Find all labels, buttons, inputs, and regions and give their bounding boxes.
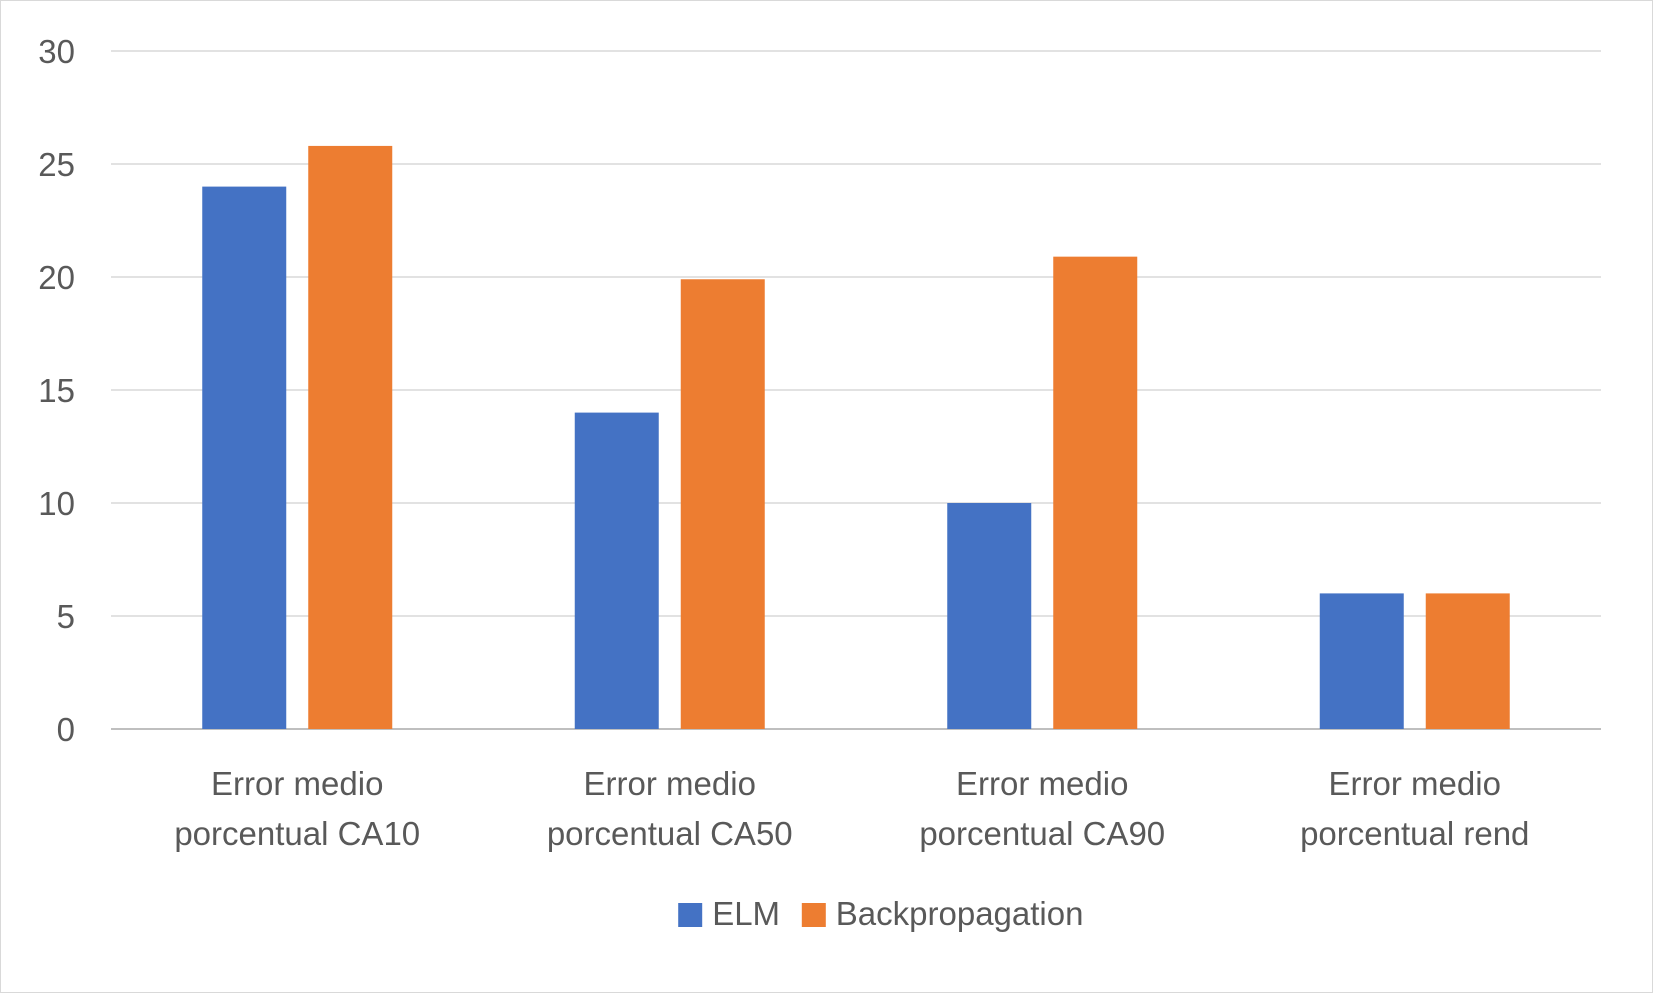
- y-tick-label: 0: [57, 711, 75, 748]
- legend-label: ELM: [712, 895, 780, 932]
- bar: [574, 412, 659, 729]
- bar: [202, 186, 287, 730]
- y-tick-label: 25: [38, 146, 75, 183]
- bar: [680, 279, 765, 729]
- y-axis-ticks: 0 5 10 15 20 25 30: [38, 33, 75, 748]
- bar: [308, 145, 393, 730]
- x-category-label: Error medio porcentual CA10: [174, 765, 420, 852]
- y-tick-label: 10: [38, 485, 75, 522]
- legend-swatch: [801, 903, 826, 927]
- x-category-label: Error medio porcentual rend: [1300, 765, 1529, 852]
- y-tick-label: 30: [38, 33, 75, 70]
- bar: [947, 503, 1032, 729]
- x-category-label: Error medio porcentual CA50: [547, 765, 793, 852]
- legend-label: Backpropagation: [836, 895, 1084, 932]
- y-tick-label: 20: [38, 259, 75, 296]
- bar: [1053, 256, 1138, 729]
- legend-swatch: [678, 903, 703, 927]
- y-tick-label: 5: [57, 598, 75, 635]
- bar: [1425, 593, 1510, 729]
- y-tick-label: 15: [38, 372, 75, 409]
- x-category-label: Error medio porcentual CA90: [919, 765, 1165, 852]
- x-axis-categories: Error medio porcentual CA10 Error medio por…: [174, 765, 1529, 852]
- bar: [1319, 593, 1404, 729]
- bars: [202, 145, 1510, 730]
- legend: ELM Backpropagation: [678, 895, 1083, 932]
